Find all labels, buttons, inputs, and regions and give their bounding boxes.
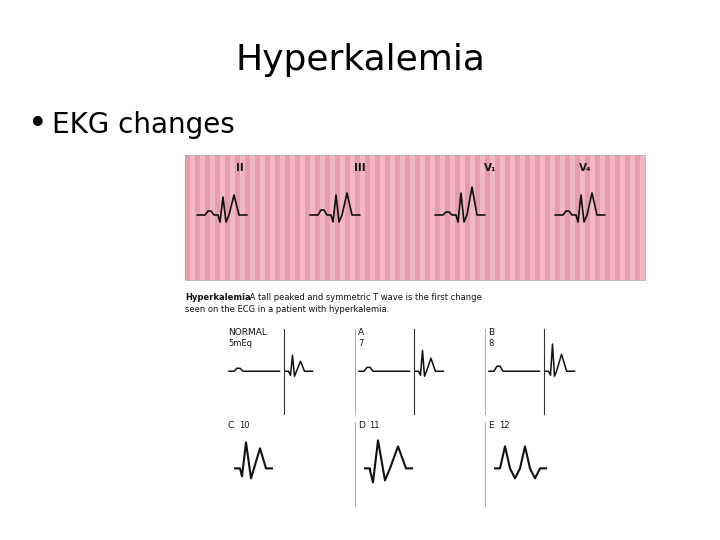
Bar: [505, 155, 510, 280]
Text: II: II: [236, 163, 244, 173]
Text: B: B: [488, 328, 494, 337]
Bar: [585, 155, 590, 280]
Text: C: C: [228, 421, 234, 429]
Bar: [325, 155, 330, 280]
Text: 7: 7: [358, 339, 364, 348]
Bar: [275, 155, 280, 280]
Text: 10: 10: [239, 421, 250, 429]
Bar: [315, 155, 320, 280]
Bar: [335, 155, 340, 280]
Bar: [575, 155, 580, 280]
Bar: [615, 155, 620, 280]
Bar: [185, 155, 645, 280]
Text: A tall peaked and symmetric T wave is the first change: A tall peaked and symmetric T wave is th…: [247, 293, 482, 302]
Bar: [225, 155, 230, 280]
Bar: [605, 155, 610, 280]
Text: Hyperkalemia: Hyperkalemia: [235, 43, 485, 77]
Bar: [495, 155, 500, 280]
Bar: [475, 155, 480, 280]
Text: NORMAL: NORMAL: [228, 328, 267, 337]
Text: E: E: [488, 421, 494, 429]
Bar: [395, 155, 400, 280]
Text: EKG changes: EKG changes: [52, 111, 235, 139]
Bar: [255, 155, 260, 280]
Bar: [485, 155, 490, 280]
Text: V₄: V₄: [579, 163, 591, 173]
Bar: [455, 155, 460, 280]
Bar: [535, 155, 540, 280]
Text: Hyperkalemia: Hyperkalemia: [185, 293, 251, 302]
Bar: [235, 155, 240, 280]
Bar: [525, 155, 530, 280]
Bar: [425, 155, 430, 280]
Text: 12: 12: [499, 421, 510, 429]
Bar: [565, 155, 570, 280]
Text: III: III: [354, 163, 366, 173]
Text: A: A: [358, 328, 364, 337]
Bar: [245, 155, 250, 280]
Bar: [635, 155, 640, 280]
Bar: [515, 155, 520, 280]
Bar: [295, 155, 300, 280]
Bar: [365, 155, 370, 280]
Bar: [405, 155, 410, 280]
Bar: [385, 155, 390, 280]
Bar: [285, 155, 290, 280]
Text: •: •: [28, 109, 48, 141]
Bar: [625, 155, 630, 280]
Bar: [185, 155, 190, 280]
Bar: [195, 155, 200, 280]
Bar: [465, 155, 470, 280]
Bar: [445, 155, 450, 280]
Text: V₁: V₁: [484, 163, 496, 173]
Text: 8: 8: [488, 339, 493, 348]
Bar: [265, 155, 270, 280]
Bar: [345, 155, 350, 280]
Text: D: D: [358, 421, 365, 429]
Bar: [205, 155, 210, 280]
Bar: [375, 155, 380, 280]
Bar: [545, 155, 550, 280]
Bar: [415, 155, 420, 280]
Text: 5mEq: 5mEq: [228, 339, 252, 348]
Bar: [355, 155, 360, 280]
Bar: [305, 155, 310, 280]
Text: seen on the ECG in a patient with hyperkalemia.: seen on the ECG in a patient with hyperk…: [185, 305, 390, 314]
Text: 11: 11: [369, 421, 379, 429]
Bar: [595, 155, 600, 280]
Bar: [435, 155, 440, 280]
Bar: [555, 155, 560, 280]
Bar: [215, 155, 220, 280]
